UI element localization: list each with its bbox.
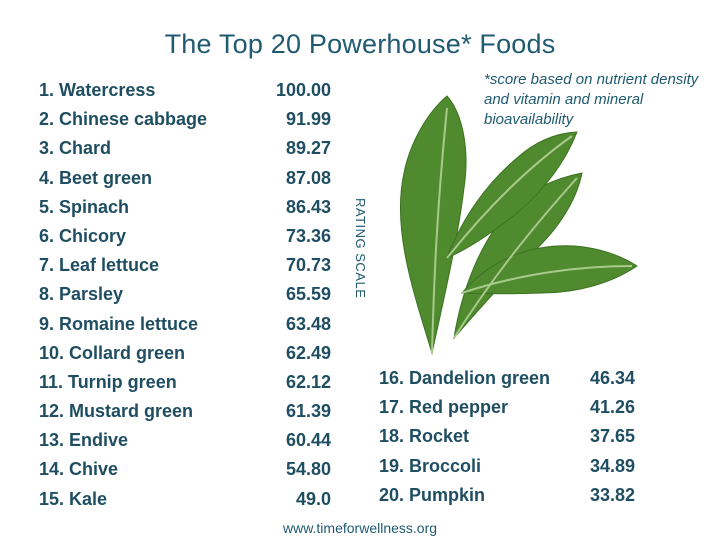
- food-name: 6. Chicory: [39, 225, 127, 246]
- food-score: 86.43: [285, 196, 331, 217]
- food-score: 70.73: [285, 255, 331, 276]
- food-score: 100.00: [275, 80, 331, 100]
- food-score: 61.39: [285, 401, 331, 422]
- food-score: 60.44: [285, 430, 331, 451]
- food-name: 13. Endive: [39, 430, 129, 451]
- food-name: 9. Romaine lettuce: [39, 313, 199, 334]
- list-item: 3. Chard 89.27: [39, 138, 331, 167]
- list-item: 4. Beet green 87.08: [39, 168, 331, 197]
- food-list-right: 16. Dandelion green 46.34 17. Red pepper 4…: [379, 368, 635, 514]
- food-name: 4. Beet green: [39, 167, 153, 188]
- food-score: 54.80: [285, 459, 331, 480]
- list-item: 8. Parsley 65.59: [39, 284, 331, 313]
- food-name: 16. Dandelion green: [379, 368, 551, 388]
- food-name: 14. Chive: [39, 459, 119, 480]
- food-score: 63.48: [285, 313, 331, 334]
- list-item: 19. Broccoli 34.89: [379, 456, 635, 485]
- food-name: 19. Broccoli: [379, 455, 482, 476]
- food-score: 62.49: [285, 342, 331, 363]
- list-item: 17. Red pepper 41.26: [379, 397, 635, 426]
- food-list-left: 1. Watercress 100.00 2. Chinese cabbage 91…: [39, 80, 331, 518]
- food-score: 87.08: [285, 167, 331, 188]
- food-score: 49.0: [295, 488, 331, 509]
- food-name: 12. Mustard green: [39, 401, 194, 422]
- food-score: 46.34: [589, 368, 635, 388]
- food-score: 34.89: [589, 455, 635, 476]
- list-item: 14. Chive 54.80: [39, 459, 331, 488]
- food-score: 37.65: [589, 426, 635, 447]
- list-item: 5. Spinach 86.43: [39, 197, 331, 226]
- list-item: 13. Endive 60.44: [39, 430, 331, 459]
- food-score: 89.27: [285, 138, 331, 159]
- food-name: 7. Leaf lettuce: [39, 255, 160, 276]
- page-title: The Top 20 Powerhouse* Foods: [164, 29, 556, 59]
- food-score: 65.59: [285, 284, 331, 305]
- food-name: 5. Spinach: [39, 196, 130, 217]
- list-item: 7. Leaf lettuce 70.73: [39, 255, 331, 284]
- food-name: 2. Chinese cabbage: [39, 109, 208, 130]
- list-item: 20. Pumpkin 33.82: [379, 485, 635, 514]
- food-name: 18. Rocket: [379, 426, 470, 447]
- food-name: 8. Parsley: [39, 284, 124, 305]
- food-score: 33.82: [589, 484, 635, 505]
- food-name: 1. Watercress: [39, 80, 156, 100]
- list-item: 10. Collard green 62.49: [39, 343, 331, 372]
- list-item: 18. Rocket 37.65: [379, 426, 635, 455]
- list-item: 9. Romaine lettuce 63.48: [39, 314, 331, 343]
- website-footer: www.timeforwellness.org: [282, 520, 438, 536]
- list-item: 11. Turnip green 62.12: [39, 372, 331, 401]
- food-name: 17. Red pepper: [379, 397, 509, 418]
- food-name: 11. Turnip green: [39, 371, 177, 392]
- list-item: 2. Chinese cabbage 91.99: [39, 109, 331, 138]
- food-score: 91.99: [285, 109, 331, 130]
- rating-scale-label: RATING SCALE: [353, 198, 368, 299]
- list-item: 1. Watercress 100.00: [39, 80, 331, 109]
- list-item: 16. Dandelion green 46.34: [379, 368, 635, 397]
- food-name: 3. Chard: [39, 138, 112, 159]
- food-name: 10. Collard green: [39, 342, 186, 363]
- food-score: 73.36: [285, 225, 331, 246]
- food-name: 20. Pumpkin: [379, 484, 486, 505]
- score-footnote: *score based on nutrient density and vit…: [484, 71, 699, 128]
- food-score: 41.26: [589, 397, 635, 418]
- list-item: 12. Mustard green 61.39: [39, 401, 331, 430]
- food-name: 15. Kale: [39, 488, 108, 509]
- food-score: 62.12: [285, 371, 331, 392]
- list-item: 15. Kale 49.0: [39, 489, 331, 518]
- list-item: 6. Chicory 73.36: [39, 226, 331, 255]
- arugula-leaves-image: [399, 95, 638, 355]
